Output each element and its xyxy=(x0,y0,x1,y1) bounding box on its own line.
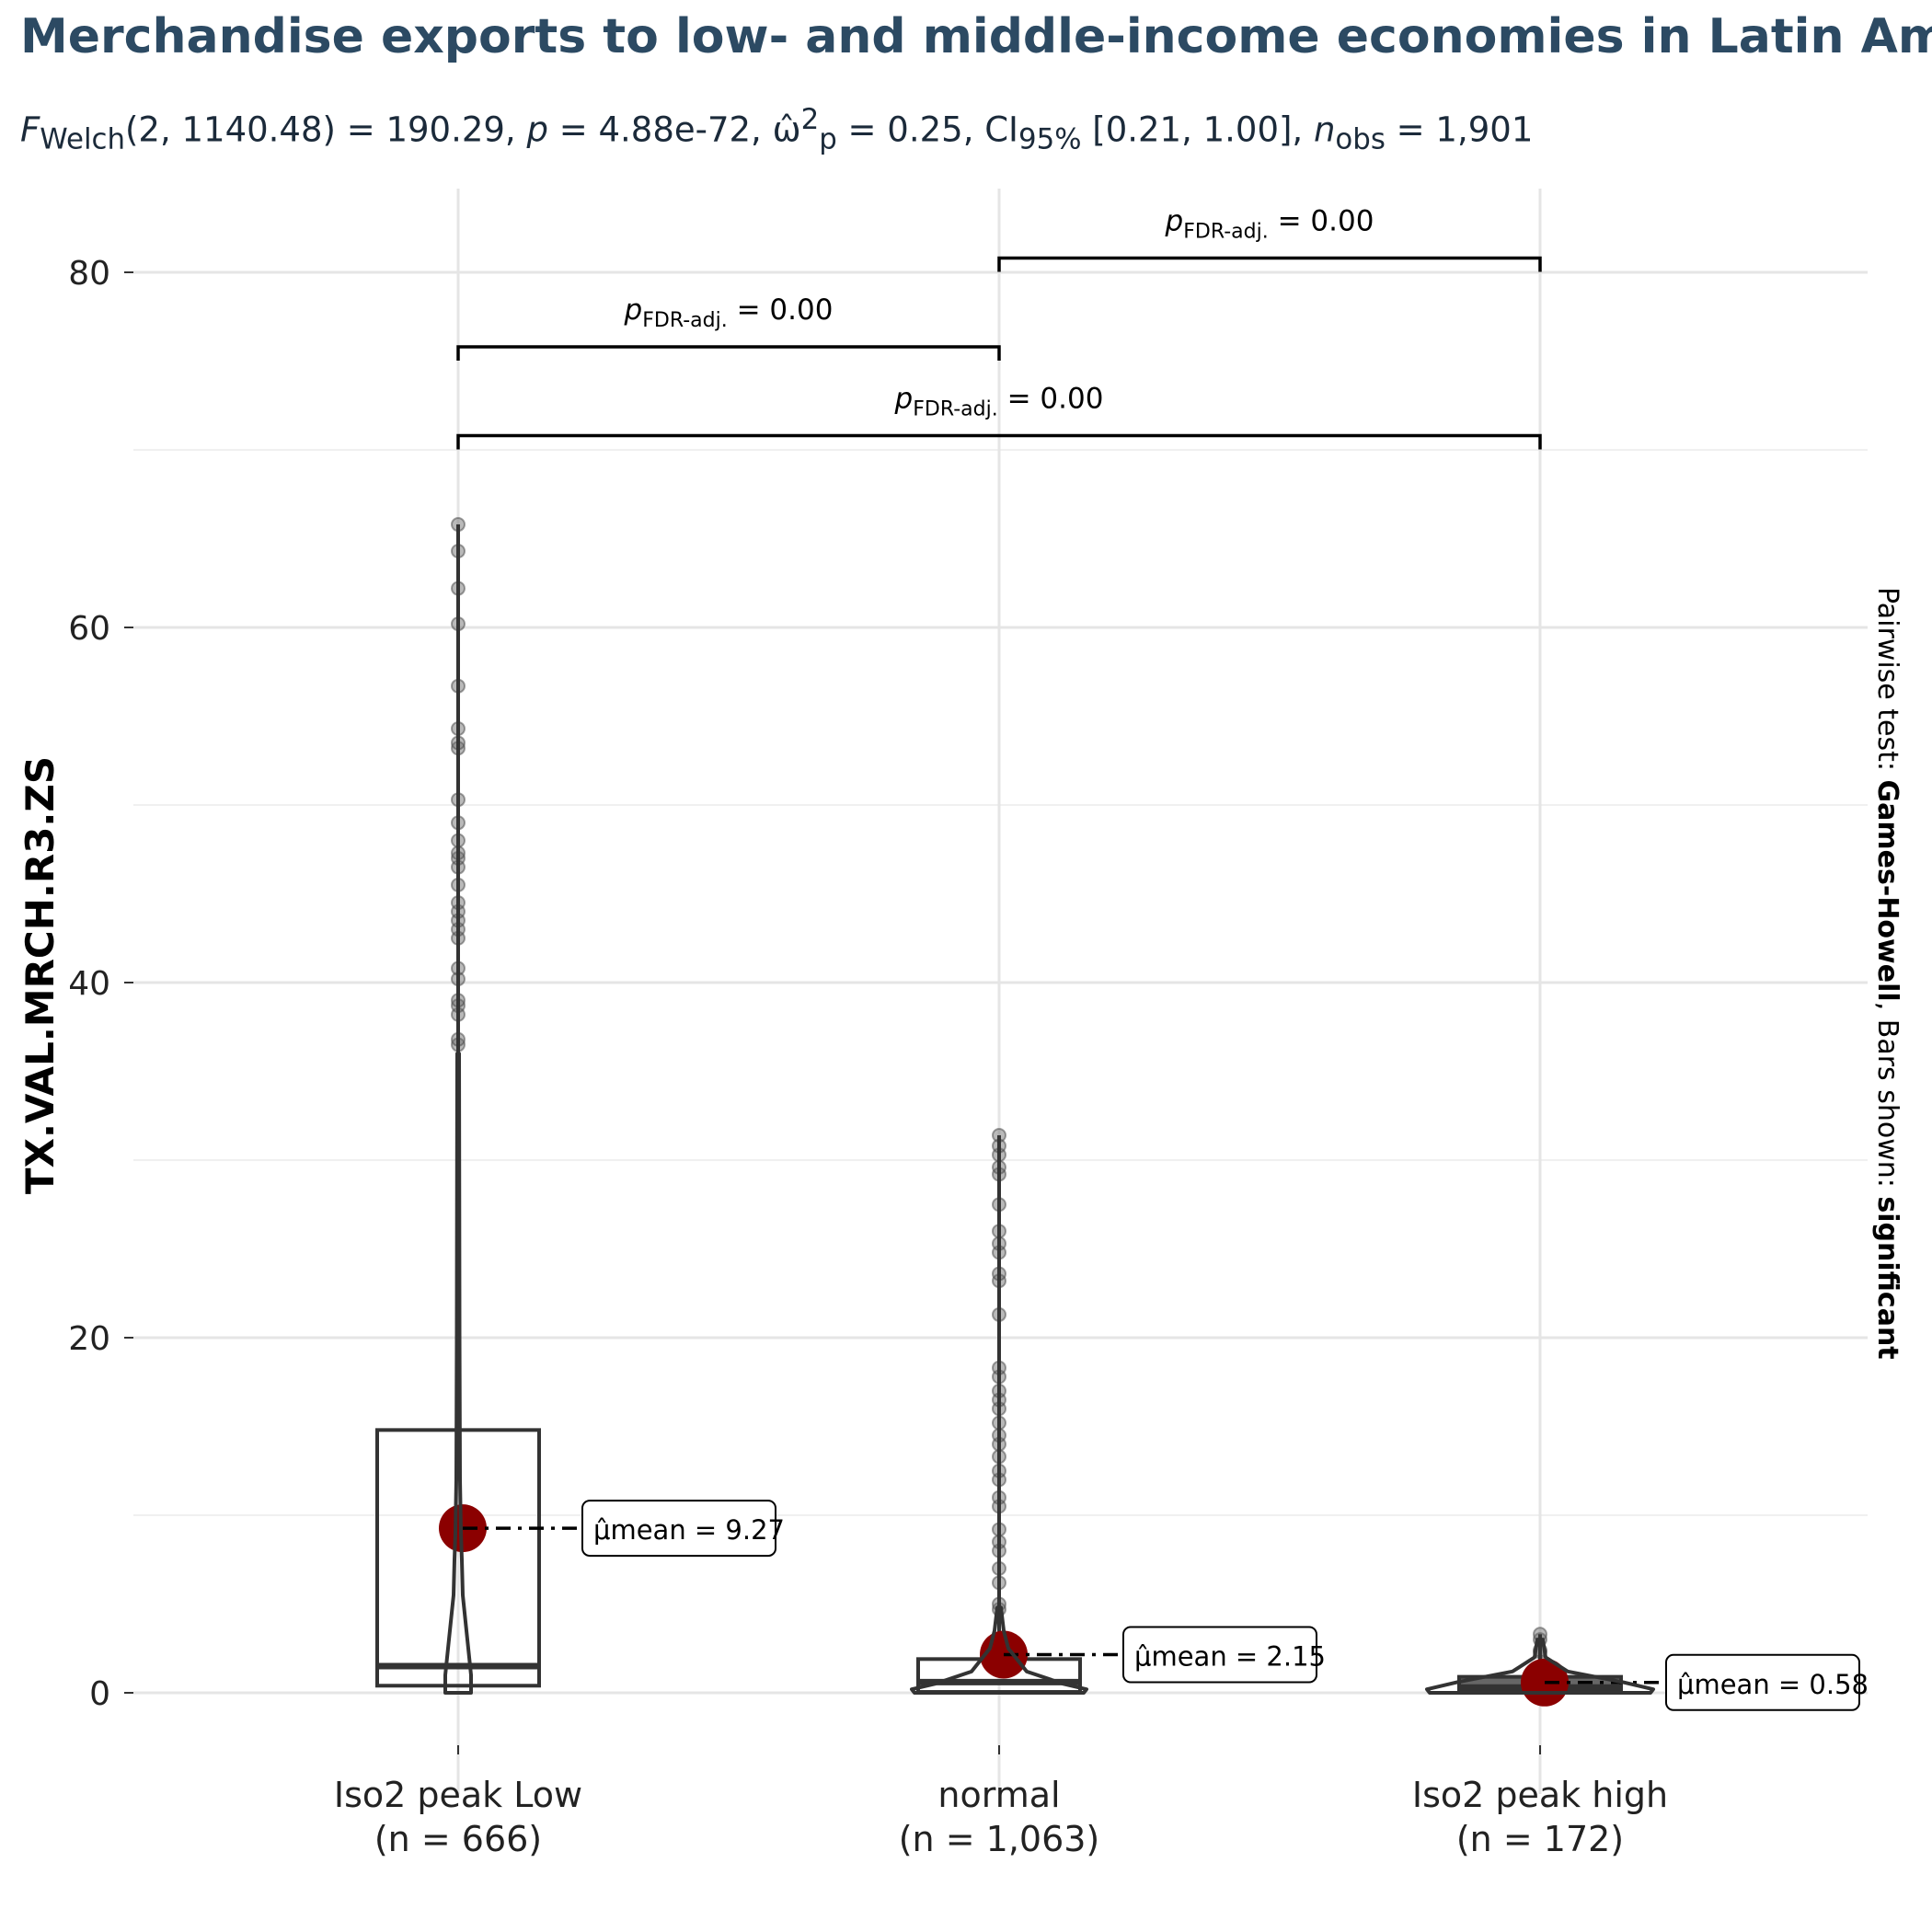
group-2: μ̂mean = 0.58 Iso2 peak high(n = 172) xyxy=(1412,1627,1869,1859)
chart-subtitle: FWelch(2, 1140.48) = 190.29, p = 4.88e-7… xyxy=(20,103,1533,156)
subtitle-omega-sub: p xyxy=(819,122,837,156)
comparison-bracket-0: pFDR-adj. = 0.00 xyxy=(997,205,1542,272)
group-0: μ̂mean = 9.27 Iso2 peak Low(n = 666) xyxy=(334,517,785,1859)
subtitle-ci-val: [0.21, 1.00], xyxy=(1081,109,1314,150)
mean-label-box xyxy=(581,1500,776,1558)
y-tick-label: 60 xyxy=(68,610,110,648)
bracket-line xyxy=(456,345,1001,362)
subtitle-p-val: = 4.88e-72, xyxy=(547,109,773,150)
bracket-label-sub: FDR-adj. xyxy=(642,309,727,332)
bracket-label-sub: FDR-adj. xyxy=(1183,221,1268,244)
x-tick-label: Iso2 peak Low xyxy=(334,1775,582,1815)
bracket-label-p: p xyxy=(894,383,914,416)
x-tick-label: normal xyxy=(937,1775,1060,1815)
mean-label: μ̂mean = 0.58 xyxy=(1677,1669,1869,1700)
group-1: μ̂mean = 2.15 normal(n = 1,063) xyxy=(899,1127,1326,1859)
subtitle-f-args: (2, 1140.48) = 190.29, xyxy=(125,109,527,150)
violin-shape xyxy=(1425,1638,1655,1695)
bracket-label: pFDR-adj. = 0.00 xyxy=(624,293,834,332)
y-axis: 0 20 40 60 80 TX.VAL.MRCH.R3.ZS xyxy=(17,255,133,1713)
bracket-label-p: p xyxy=(1165,205,1184,238)
right-caption-part-1: Games-Howell xyxy=(1871,780,1903,1002)
subtitle-n-sub: obs xyxy=(1335,122,1386,156)
bracket-label: pFDR-adj. = 0.00 xyxy=(1165,205,1374,244)
mean-label-box xyxy=(1665,1653,1860,1711)
y-axis-title: TX.VAL.MRCH.R3.ZS xyxy=(17,756,63,1194)
subtitle-n: n xyxy=(1313,109,1336,150)
subtitle-n-val: = 1,901 xyxy=(1385,109,1534,150)
x-tick-sample-size: (n = 172) xyxy=(1456,1819,1624,1859)
bracket-label-sub: FDR-adj. xyxy=(913,398,997,421)
subtitle-omega-sup: 2 xyxy=(800,103,820,136)
x-tick-sample-size: (n = 1,063) xyxy=(899,1819,1100,1859)
violin-shape xyxy=(910,1605,1088,1695)
right-caption: Pairwise test: Games-Howell, Bars shown:… xyxy=(1871,587,1903,1360)
bracket-label-p: p xyxy=(624,293,643,327)
right-caption-part-3: significant xyxy=(1871,1196,1903,1359)
subtitle-f: F xyxy=(20,109,40,150)
subtitle-f-sub: Welch xyxy=(40,122,125,156)
bracket-label-value: = 0.00 xyxy=(728,293,834,327)
y-tick-label: 20 xyxy=(68,1320,110,1358)
bracket-label-value: = 0.00 xyxy=(998,383,1104,416)
comparison-bracket-2: pFDR-adj. = 0.00 xyxy=(456,383,1542,450)
right-caption-part-0: Pairwise test: xyxy=(1871,587,1903,780)
subtitle-ci-sub: 95% xyxy=(1018,122,1082,156)
bracket-line xyxy=(997,256,1542,272)
chart-title: Merchandise exports to low- and middle-i… xyxy=(20,9,1932,64)
y-tick-label: 80 xyxy=(68,255,110,293)
x-tick-sample-size: (n = 666) xyxy=(374,1819,542,1859)
bracket-label-value: = 0.00 xyxy=(1269,205,1374,238)
bracket-label: pFDR-adj. = 0.00 xyxy=(894,383,1104,421)
x-tick-label: Iso2 peak high xyxy=(1412,1775,1668,1815)
comparison-bracket-1: pFDR-adj. = 0.00 xyxy=(456,293,1001,362)
mean-label: μ̂mean = 9.27 xyxy=(593,1514,785,1546)
subtitle-omega-val: = 0.25, CI xyxy=(836,109,1018,150)
right-caption-part-2: , Bars shown: xyxy=(1871,1002,1903,1197)
mean-label: μ̂mean = 2.15 xyxy=(1134,1641,1326,1673)
violin-shape xyxy=(443,1052,473,1695)
mean-label-box xyxy=(1122,1626,1317,1684)
y-tick-label: 40 xyxy=(68,965,110,1003)
bracket-line xyxy=(456,433,1542,450)
subtitle-p: p xyxy=(526,109,548,150)
subtitle-omega: ω̂ xyxy=(772,109,801,150)
y-tick-label: 0 xyxy=(89,1675,110,1713)
